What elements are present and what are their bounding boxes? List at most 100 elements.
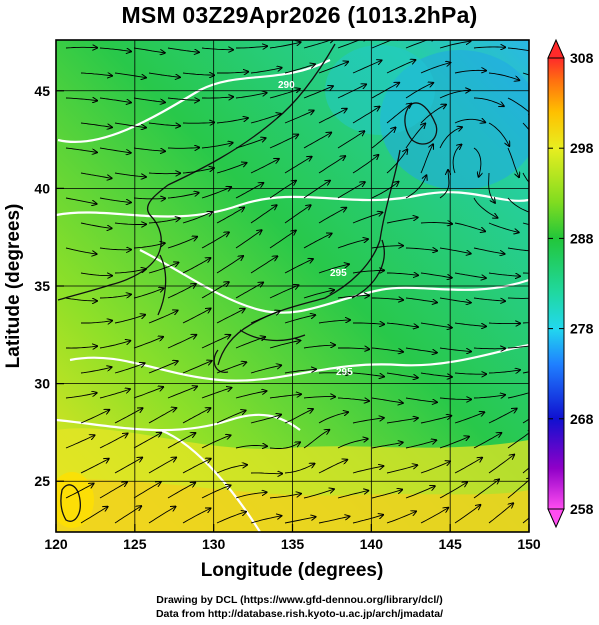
streamline	[216, 208, 244, 224]
streamline	[148, 458, 176, 474]
contour-label: 295	[330, 268, 347, 279]
y-axis-ticks: 25 30 35 40 45	[34, 83, 64, 489]
streamline	[318, 516, 350, 524]
streamline	[473, 395, 505, 398]
streamline	[352, 515, 383, 524]
streamline	[250, 114, 281, 124]
streamline	[337, 40, 367, 49]
streamline	[80, 73, 112, 76]
streamline	[99, 47, 131, 52]
streamline	[250, 415, 281, 424]
streamline	[167, 335, 196, 349]
streamline	[80, 222, 112, 228]
colorbar-tick-label: 308	[570, 50, 594, 66]
streamline	[133, 337, 163, 349]
streamline	[507, 147, 519, 177]
streamline	[318, 412, 348, 424]
streamline	[454, 322, 486, 326]
streamline	[201, 388, 231, 399]
streamline	[371, 442, 403, 449]
streamline	[439, 482, 467, 499]
streamline	[303, 489, 334, 499]
streamline	[405, 40, 435, 49]
streamline	[167, 483, 195, 499]
streamline	[133, 243, 165, 249]
colorbar-tick-label: 298	[570, 140, 594, 156]
streamline	[318, 62, 348, 74]
streamline	[473, 433, 501, 449]
streamline	[318, 320, 350, 324]
streamline	[386, 465, 417, 474]
streamline	[133, 482, 161, 499]
streamline	[114, 315, 145, 324]
streamline	[488, 72, 519, 80]
streamline	[65, 47, 97, 48]
streamline	[420, 144, 433, 174]
streamline	[65, 297, 97, 301]
contour-label: 290	[278, 80, 295, 91]
streamline	[269, 442, 300, 449]
streamline	[65, 435, 95, 449]
streamline	[507, 430, 529, 449]
streamline	[235, 93, 267, 99]
streamline	[420, 372, 452, 377]
streamline	[488, 370, 520, 373]
streamline	[454, 272, 486, 278]
streamline	[148, 173, 180, 174]
streamline	[318, 460, 347, 474]
streamline	[235, 391, 266, 399]
streamline	[148, 361, 178, 374]
streamline	[352, 418, 384, 424]
streamline	[303, 181, 330, 199]
colorbar-min-arrow	[547, 508, 565, 529]
streamline	[284, 315, 315, 324]
streamline	[80, 507, 108, 524]
streamline	[352, 270, 384, 273]
streamline	[182, 309, 211, 324]
streamline	[454, 70, 486, 73]
streamline	[269, 135, 298, 149]
streamline	[386, 322, 418, 327]
streamline	[473, 147, 481, 177]
streamline	[420, 223, 452, 224]
streamline	[114, 72, 146, 78]
x-axis-label: Longitude (degrees)	[201, 560, 384, 581]
streamline	[235, 183, 263, 199]
streamline	[488, 503, 513, 524]
streamline	[371, 83, 399, 99]
streamline	[201, 435, 231, 449]
streamline	[269, 181, 296, 199]
streamline	[114, 122, 146, 128]
streamline	[405, 440, 436, 449]
streamline	[133, 288, 164, 299]
streamline	[454, 505, 480, 524]
streamline	[250, 68, 282, 74]
streamline	[148, 311, 178, 324]
streamline	[284, 517, 316, 524]
streamline	[250, 473, 282, 474]
streamline	[371, 128, 396, 149]
streamline	[439, 41, 470, 49]
streamline	[507, 97, 529, 116]
streamline	[522, 371, 529, 374]
streamline	[99, 482, 127, 499]
streamline	[439, 170, 449, 199]
streamline	[182, 508, 211, 524]
streamline	[133, 198, 165, 199]
streamline	[488, 323, 520, 324]
streamline	[337, 182, 365, 199]
streamline	[386, 149, 407, 174]
streamline	[488, 409, 517, 424]
streamline	[284, 409, 313, 424]
streamline	[65, 393, 97, 399]
streamline	[216, 256, 243, 274]
streamline	[352, 155, 378, 174]
streamline	[216, 118, 248, 124]
streamline	[182, 212, 212, 224]
streamline	[114, 506, 141, 524]
streamline	[303, 290, 334, 299]
streamline	[235, 492, 267, 499]
streamline	[337, 84, 366, 99]
streamline	[522, 517, 529, 524]
streamline	[235, 446, 267, 449]
